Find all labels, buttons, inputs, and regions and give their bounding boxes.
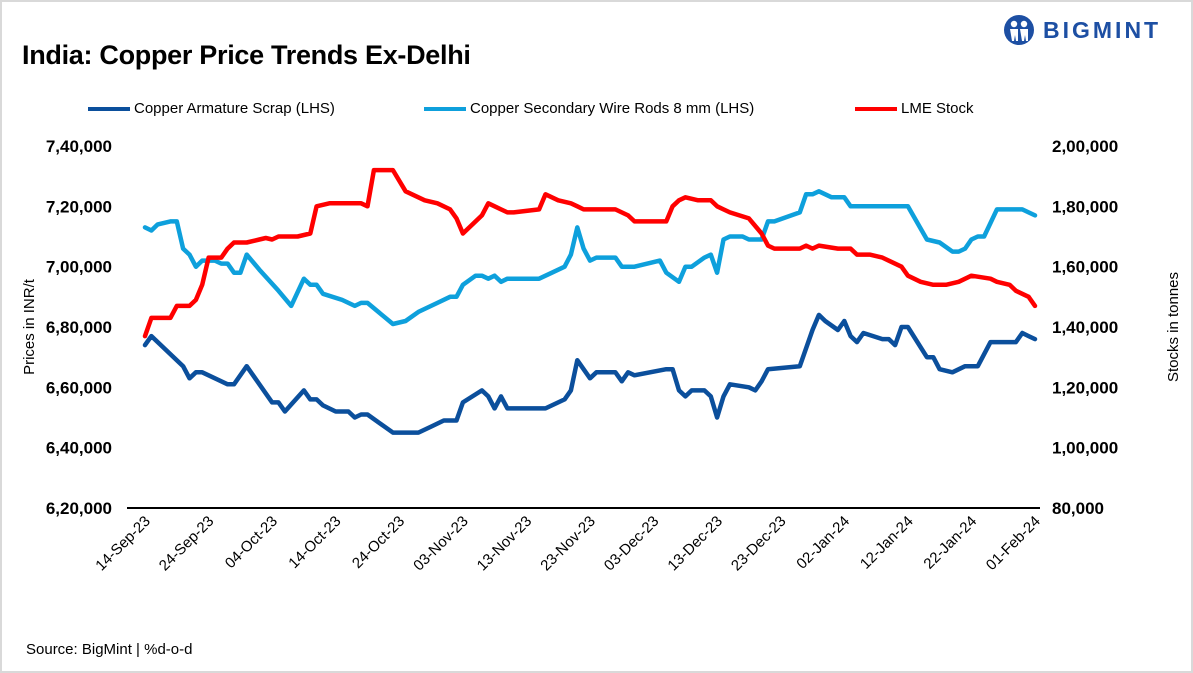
- y-tick-label: 7,40,000: [46, 137, 112, 156]
- x-tick-label: 04-Oct-23: [222, 513, 281, 572]
- y2-tick-label: 1,00,000: [1052, 439, 1118, 458]
- x-tick-label: 24-Sep-23: [156, 513, 218, 575]
- y2-tick-label: 1,40,000: [1052, 318, 1118, 337]
- y2-tick-label: 1,80,000: [1052, 197, 1118, 216]
- series-line-copper-secondary-wire-rods-8-mm-lhs: [142, 189, 1038, 327]
- legend: Copper Armature Scrap (LHS) Copper Secon…: [0, 100, 1193, 120]
- legend-label: Copper Armature Scrap (LHS): [134, 100, 335, 117]
- x-tick-label: 12-Jan-24: [857, 513, 917, 573]
- y-tick-label: 7,00,000: [46, 258, 112, 277]
- series-line-lme-stock: [142, 167, 1038, 339]
- legend-swatch: [424, 106, 466, 111]
- x-tick-label: 01-Feb-24: [983, 513, 1044, 574]
- legend-swatch: [88, 106, 130, 111]
- right-axis-title: Stocks in tonnes: [1165, 272, 1182, 382]
- y-tick-label: 6,80,000: [46, 318, 112, 337]
- bigmint-logo-icon: [1004, 15, 1034, 45]
- y-tick-label: 6,40,000: [46, 439, 112, 458]
- x-tick-label: 14-Sep-23: [92, 513, 154, 575]
- x-tick-label: 23-Nov-23: [537, 513, 599, 575]
- legend-item-lme-stock: LME Stock: [855, 100, 974, 117]
- x-tick-label: 13-Nov-23: [474, 513, 536, 575]
- series-line-copper-armature-scrap-lhs: [142, 312, 1038, 435]
- y2-tick-label: 80,000: [1052, 499, 1104, 518]
- legend-label: LME Stock: [901, 100, 974, 117]
- legend-swatch: [855, 106, 897, 111]
- x-tick-label: 22-Jan-24: [920, 513, 980, 573]
- legend-item-wire-rods: Copper Secondary Wire Rods 8 mm (LHS): [424, 100, 754, 117]
- x-tick-label: 13-Dec-23: [664, 513, 726, 575]
- left-axis-ticks: 7,40,000 7,20,000 7,00,000 6,80,000 6,60,000…: [46, 137, 112, 518]
- y-tick-label: 7,20,000: [46, 197, 112, 216]
- legend-label: Copper Secondary Wire Rods 8 mm (LHS): [470, 100, 755, 117]
- x-tick-label: 03-Dec-23: [601, 513, 663, 575]
- x-tick-label: 03-Nov-23: [410, 513, 472, 575]
- right-axis-ticks: 2,00,000 1,80,000 1,60,000 1,40,000 1,20,000…: [1052, 137, 1118, 518]
- y2-tick-label: 1,60,000: [1052, 258, 1118, 277]
- x-axis-ticks: 14-Sep-23 24-Sep-23 04-Oct-23 14-Oct-23 24-O…: [92, 513, 1044, 575]
- y2-tick-label: 1,20,000: [1052, 378, 1118, 397]
- source-note: Source: BigMint | %d-o-d: [26, 641, 193, 658]
- x-tick-label: 24-Oct-23: [349, 513, 408, 572]
- legend-item-armature-scrap: Copper Armature Scrap (LHS): [88, 100, 335, 117]
- logo-text: BIGMINT: [1043, 16, 1162, 43]
- x-tick-label: 02-Jan-24: [793, 513, 853, 573]
- x-tick-label: 14-Oct-23: [285, 513, 344, 572]
- y-tick-label: 6,60,000: [46, 378, 112, 397]
- y2-tick-label: 2,00,000: [1052, 137, 1118, 156]
- left-axis-title: Prices in INR/t: [21, 278, 38, 375]
- series-lines: [142, 167, 1038, 435]
- y-tick-label: 6,20,000: [46, 499, 112, 518]
- bigmint-logo: BIGMINT: [1003, 14, 1161, 46]
- x-tick-label: 23-Dec-23: [728, 513, 790, 575]
- chart-title: India: Copper Price Trends Ex-Delhi: [22, 40, 471, 70]
